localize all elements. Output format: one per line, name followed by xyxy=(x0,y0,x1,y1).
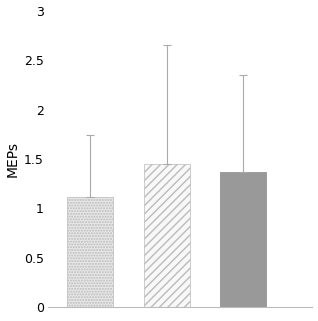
Bar xyxy=(144,164,190,308)
Bar xyxy=(67,196,113,308)
Y-axis label: MEPs: MEPs xyxy=(5,141,19,177)
Bar xyxy=(220,172,266,308)
